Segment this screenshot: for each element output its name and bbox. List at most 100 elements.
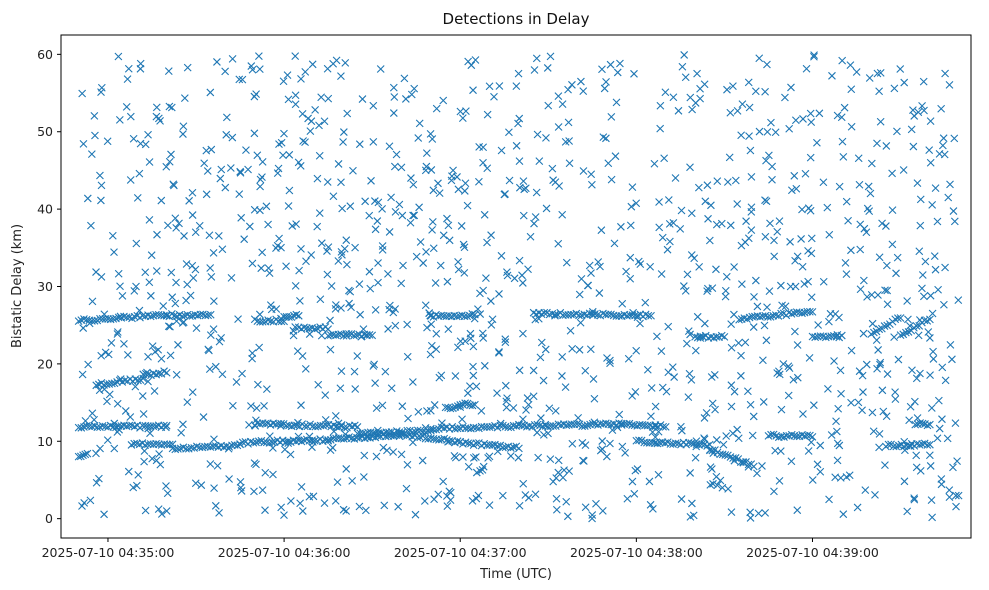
- detection-point: [238, 75, 247, 84]
- detection-point: [727, 381, 736, 390]
- detection-point: [129, 134, 138, 143]
- detection-point: [948, 355, 956, 364]
- detection-point: [598, 445, 607, 454]
- detection-point: [944, 193, 953, 202]
- detection-point: [471, 310, 479, 319]
- detection-point: [311, 106, 320, 114]
- detection-point: [446, 404, 455, 413]
- detection-point: [350, 367, 359, 376]
- detection-point: [542, 134, 550, 142]
- detection-point: [453, 437, 462, 446]
- detection-point: [829, 331, 838, 340]
- detection-point: [607, 175, 616, 184]
- detection-point: [497, 146, 506, 155]
- detection-point: [816, 467, 825, 476]
- detection-point: [852, 68, 861, 76]
- detection-point: [950, 134, 959, 143]
- detection-point: [260, 402, 268, 410]
- detection-point: [815, 109, 824, 118]
- detection-point: [727, 402, 736, 411]
- detection-point: [115, 116, 124, 124]
- detection-point: [883, 300, 892, 309]
- detection-point: [738, 100, 747, 109]
- detection-point: [526, 232, 535, 241]
- detection-point: [423, 407, 431, 415]
- detection-point: [543, 64, 552, 72]
- detection-point: [914, 331, 923, 340]
- detection-point: [728, 429, 737, 438]
- detection-point: [227, 273, 236, 282]
- detection-point: [387, 384, 396, 393]
- detection-point: [797, 235, 805, 243]
- detection-point: [653, 332, 661, 341]
- detection-point: [474, 305, 482, 314]
- detection-point: [323, 270, 332, 279]
- detection-point: [529, 392, 538, 401]
- detection-point: [347, 303, 355, 312]
- detection-point: [215, 508, 223, 517]
- detection-point: [74, 452, 83, 461]
- detection-point: [403, 460, 412, 469]
- detection-point: [369, 362, 378, 370]
- detection-point: [409, 180, 418, 189]
- detection-point: [297, 482, 306, 491]
- detection-point: [928, 513, 937, 522]
- detection-point: [670, 373, 679, 381]
- detection-point: [157, 196, 166, 205]
- detection-point: [135, 169, 144, 178]
- detection-point: [323, 247, 331, 255]
- detection-point: [666, 237, 674, 246]
- detection-point: [186, 312, 194, 321]
- detection-point: [256, 182, 264, 191]
- detection-point: [746, 400, 755, 409]
- detection-point: [875, 429, 884, 438]
- detection-point: [134, 470, 143, 479]
- detection-point: [804, 246, 812, 255]
- detection-point: [784, 391, 793, 400]
- detection-point: [358, 95, 367, 103]
- detection-point: [209, 248, 218, 257]
- detection-point: [90, 111, 99, 120]
- detection-point: [360, 451, 369, 460]
- detection-point: [292, 310, 301, 319]
- detection-point: [910, 494, 919, 503]
- detection-point: [428, 135, 437, 143]
- detection-point: [705, 236, 714, 245]
- detection-point: [658, 233, 667, 242]
- detection-point: [951, 419, 960, 428]
- detection-point: [758, 462, 766, 470]
- detection-point: [749, 412, 758, 421]
- detection-point: [281, 445, 289, 454]
- detection-point: [902, 441, 911, 450]
- detection-point: [361, 197, 370, 206]
- detection-point: [439, 96, 448, 105]
- detection-point: [497, 251, 506, 260]
- detection-point: [945, 80, 954, 89]
- detection-point: [854, 154, 863, 163]
- detection-point: [403, 320, 412, 329]
- detection-point: [533, 130, 542, 139]
- detection-point: [558, 210, 567, 219]
- detection-point: [122, 103, 131, 111]
- detection-point: [291, 281, 300, 290]
- detection-point: [602, 452, 611, 461]
- detection-point: [700, 319, 709, 328]
- detection-point: [79, 140, 88, 148]
- detection-point: [464, 462, 473, 471]
- detection-point: [512, 141, 521, 150]
- detection-point: [188, 188, 197, 197]
- detection-point: [450, 451, 459, 460]
- detection-point: [398, 428, 406, 437]
- detection-point: [317, 331, 326, 340]
- detection-point: [534, 453, 543, 462]
- detection-point: [909, 142, 918, 151]
- detection-point: [124, 64, 133, 73]
- detection-point: [398, 402, 407, 411]
- detection-point: [813, 138, 821, 147]
- detection-point: [378, 204, 387, 213]
- detection-point: [708, 446, 717, 455]
- detection-point: [332, 422, 341, 431]
- detection-point: [291, 91, 300, 100]
- detection-point: [762, 156, 770, 165]
- detection-point: [164, 221, 172, 230]
